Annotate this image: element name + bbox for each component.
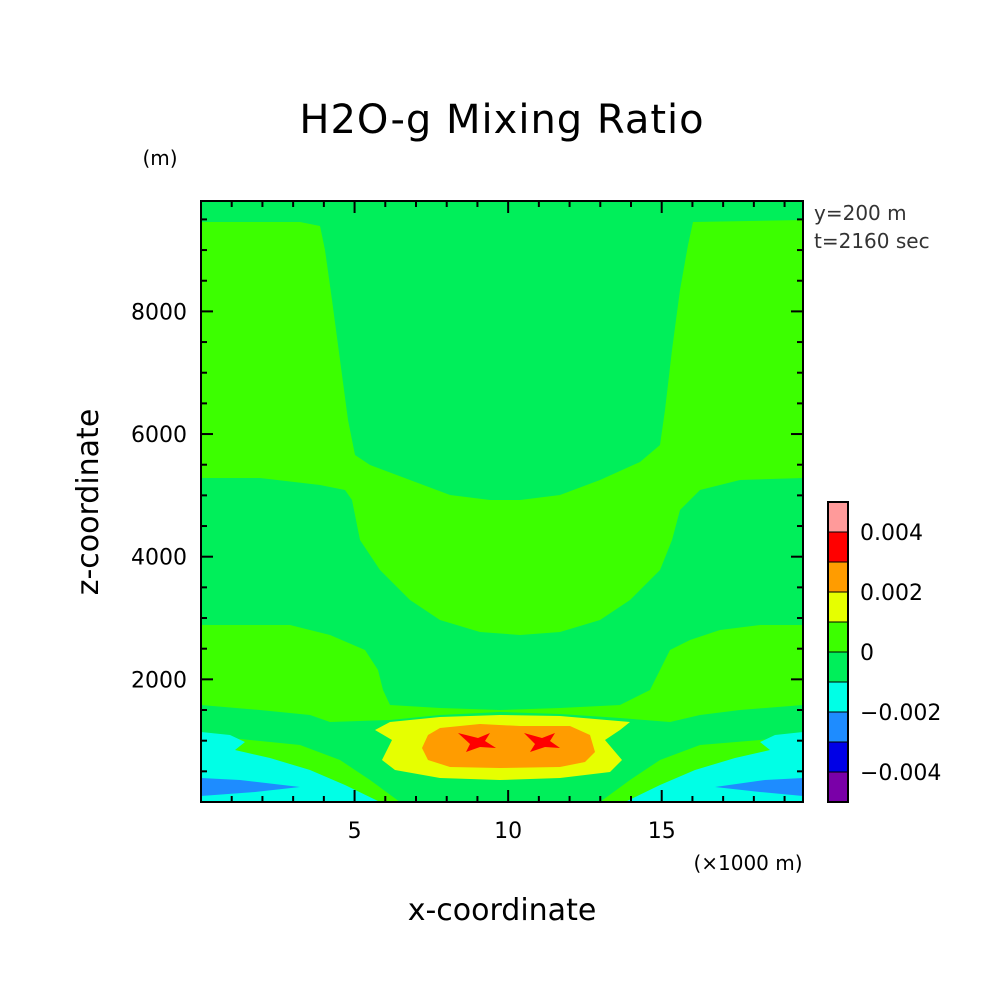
colorbar-swatch xyxy=(828,682,848,712)
x-tick-label: 15 xyxy=(648,819,676,844)
contour-red-cell-right xyxy=(524,733,560,752)
plot-area: 5 10 15 2000 4000 6000 8000 xyxy=(131,200,804,844)
colorbar: 0.004 0.002 0 −0.002 −0.004 xyxy=(827,501,941,803)
x-axis-title: x-coordinate xyxy=(408,893,597,928)
y-tick-label: 8000 xyxy=(131,300,187,325)
y-axis-title: z-coordinate xyxy=(71,409,106,596)
colorbar-tick-label: −0.004 xyxy=(860,761,941,786)
x-unit-label: (×1000 m) xyxy=(693,851,802,875)
colorbar-swatch xyxy=(828,652,848,682)
colorbar-swatch xyxy=(828,742,848,772)
colorbar-tick-label: 0.004 xyxy=(860,521,923,546)
y-tick-label: 4000 xyxy=(131,546,187,571)
colorbar-swatch xyxy=(828,712,848,742)
colorbar-swatch xyxy=(828,622,848,652)
contour-upper-column xyxy=(201,201,803,500)
contour-blue-left xyxy=(201,778,300,796)
colorbar-swatch xyxy=(828,772,848,802)
colorbar-tick-label: 0 xyxy=(860,641,874,666)
contour-orange-core xyxy=(422,724,595,768)
chart-title: H2O-g Mixing Ratio xyxy=(299,97,704,143)
contour-red-cell-left xyxy=(458,733,496,752)
y-unit-label: (m) xyxy=(142,146,177,170)
annotation-y-position: y=200 m xyxy=(814,201,907,225)
contour-blue-right xyxy=(715,778,803,796)
x-axis-ticks: 5 10 15 xyxy=(230,201,786,844)
colorbar-swatch xyxy=(828,532,848,562)
x-tick-label: 10 xyxy=(494,819,522,844)
colorbar-tick-label: 0.002 xyxy=(860,581,923,606)
x-tick-label: 5 xyxy=(348,819,362,844)
y-tick-label: 6000 xyxy=(131,423,187,448)
plot-frame xyxy=(200,200,804,803)
colorbar-swatch xyxy=(828,562,848,592)
contour-mid-band xyxy=(201,478,803,710)
y-axis-ticks: 2000 4000 6000 8000 xyxy=(131,218,803,773)
colorbar-swatch xyxy=(828,502,848,532)
y-tick-label: 2000 xyxy=(131,668,187,693)
colorbar-swatch xyxy=(828,592,848,622)
colorbar-tick-label: −0.002 xyxy=(860,701,941,726)
annotation-time: t=2160 sec xyxy=(814,229,930,253)
